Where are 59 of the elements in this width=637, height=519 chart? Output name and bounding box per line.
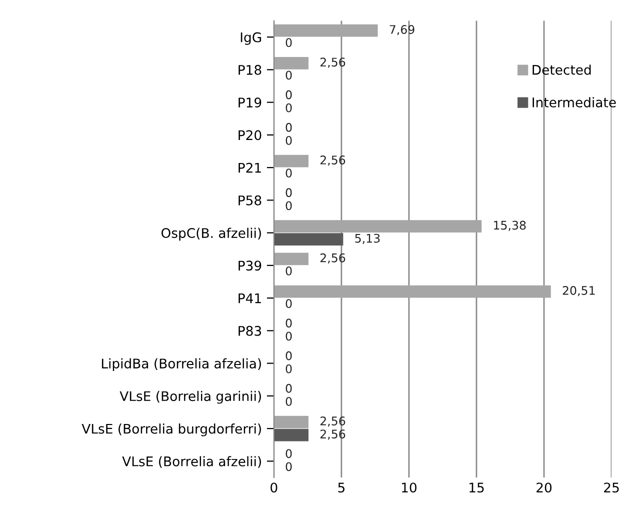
data-label: 0 (286, 90, 292, 100)
x-tick-label: 15 (470, 482, 484, 493)
data-label: 0 (286, 168, 292, 178)
y-tick-label: P18 (238, 64, 262, 75)
y-tick-label: P58 (238, 195, 262, 206)
y-tick-label: P39 (238, 260, 262, 271)
data-label: 0 (286, 462, 292, 472)
data-label: 0 (286, 70, 292, 80)
y-tick-label: P41 (238, 293, 261, 304)
bar (274, 416, 308, 428)
legend-label: Detected (532, 64, 591, 75)
y-tick-label: P20 (238, 130, 262, 140)
data-label: 0 (286, 332, 292, 341)
bar (274, 285, 551, 298)
bar (274, 56, 308, 70)
data-label: 5,13 (355, 234, 380, 244)
y-tick-label: P21 (238, 162, 261, 173)
data-label: 2,56 (320, 430, 346, 440)
bar (274, 24, 378, 37)
data-label: 2,56 (320, 416, 346, 427)
data-label: 0 (286, 266, 292, 276)
y-tick-label: OspC(B. afzelii) (161, 228, 261, 241)
data-label: 0 (286, 136, 292, 145)
legend-label: Intermediate (532, 97, 616, 108)
y-tick-label: LipidBa (Borrelia afzelia) (102, 358, 261, 372)
data-label: 0 (286, 364, 292, 374)
bar (274, 154, 308, 168)
data-label: 2,56 (320, 156, 346, 166)
data-label: 2,56 (320, 58, 346, 68)
x-tick-label: 20 (536, 482, 552, 493)
data-label: 7,69 (390, 25, 414, 36)
y-tick-label: VLsE (Borrelia burgdorferri) (82, 424, 261, 436)
y-tick-label: IgG (240, 32, 262, 45)
x-tick-label: 25 (604, 482, 619, 493)
data-label: 0 (286, 188, 292, 198)
y-tick-label: VLsE (Borrelia garinii) (120, 390, 261, 404)
bar (274, 220, 482, 232)
data-label: 0 (286, 351, 292, 360)
data-label: 0 (286, 318, 292, 328)
data-label: 15,38 (494, 220, 526, 231)
bar (274, 428, 308, 442)
data-label: 0 (286, 201, 292, 210)
bar (274, 252, 308, 266)
data-label: 0 (286, 384, 292, 393)
y-tick-label: P19 (238, 98, 262, 108)
x-tick-label: 0 (270, 482, 278, 493)
x-tick-label: 5 (338, 482, 344, 493)
data-label: 0 (286, 103, 292, 112)
data-label: 20,51 (562, 286, 595, 296)
bar (274, 233, 344, 246)
data-label: 0 (286, 449, 292, 458)
x-tick-label: 10 (402, 482, 416, 493)
data-label: 0 (286, 396, 292, 406)
data-label: 0 (286, 299, 292, 308)
y-tick-label: VLsE (Borrelia afzelii) (122, 456, 261, 468)
data-label: 2,56 (320, 253, 346, 264)
data-label: 0 (286, 122, 292, 132)
y-tick-label: P83 (238, 326, 262, 336)
data-label: 0 (286, 38, 292, 48)
